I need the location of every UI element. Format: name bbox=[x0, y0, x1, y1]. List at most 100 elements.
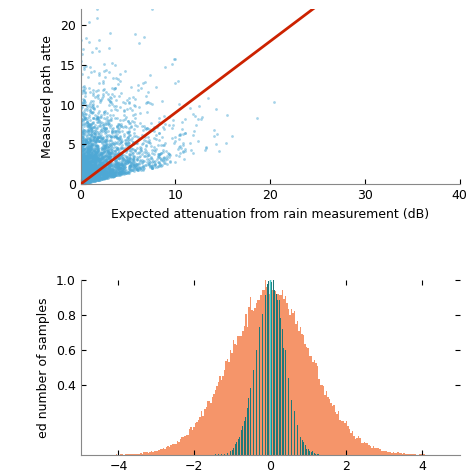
Bar bbox=[180, 439, 181, 455]
Point bbox=[87, 88, 94, 96]
Point bbox=[78, 170, 86, 177]
Point bbox=[126, 146, 134, 154]
Point bbox=[93, 175, 100, 183]
Point bbox=[83, 168, 91, 175]
Point bbox=[80, 166, 88, 174]
Point bbox=[86, 173, 94, 181]
Point bbox=[125, 100, 132, 107]
Point bbox=[80, 172, 88, 180]
Point bbox=[115, 128, 122, 135]
Point bbox=[116, 164, 123, 172]
Point bbox=[80, 112, 87, 119]
Point bbox=[93, 162, 100, 170]
Point bbox=[100, 165, 108, 173]
Point bbox=[86, 164, 94, 172]
Point bbox=[116, 164, 124, 172]
Point bbox=[82, 174, 90, 182]
Point bbox=[95, 160, 102, 167]
Point bbox=[96, 173, 104, 181]
Point bbox=[122, 148, 129, 155]
Point bbox=[106, 153, 114, 161]
Point bbox=[98, 159, 106, 166]
Point bbox=[84, 147, 91, 155]
Point bbox=[89, 176, 97, 184]
Point bbox=[91, 173, 99, 180]
Point bbox=[88, 151, 95, 159]
Point bbox=[88, 129, 96, 137]
Point bbox=[87, 142, 94, 150]
Point bbox=[89, 159, 96, 167]
Point bbox=[87, 174, 94, 182]
Point bbox=[92, 149, 100, 157]
Bar bbox=[269, 294, 271, 455]
Point bbox=[105, 166, 113, 173]
Point bbox=[78, 164, 86, 172]
Point bbox=[98, 168, 106, 176]
Point bbox=[80, 163, 88, 170]
Point bbox=[114, 165, 122, 173]
Point bbox=[116, 154, 123, 161]
Point bbox=[100, 115, 108, 122]
Point bbox=[100, 174, 108, 182]
Point bbox=[130, 157, 138, 164]
Point bbox=[130, 132, 137, 139]
Point bbox=[80, 140, 87, 147]
Bar bbox=[332, 406, 333, 455]
Point bbox=[145, 134, 152, 141]
Point bbox=[110, 85, 118, 92]
Point bbox=[88, 97, 95, 105]
Point bbox=[95, 166, 102, 173]
Point bbox=[121, 163, 129, 171]
Point bbox=[80, 165, 87, 173]
Point bbox=[176, 149, 183, 156]
Point bbox=[82, 176, 90, 183]
Point bbox=[81, 174, 89, 182]
Point bbox=[90, 177, 98, 185]
Point bbox=[100, 124, 108, 132]
Point bbox=[174, 145, 182, 152]
Point bbox=[120, 169, 128, 177]
Point bbox=[133, 155, 140, 163]
Point bbox=[112, 167, 119, 175]
Point bbox=[106, 160, 114, 168]
Point bbox=[78, 116, 86, 123]
Point bbox=[112, 149, 120, 156]
Point bbox=[87, 148, 95, 155]
Point bbox=[148, 164, 155, 171]
Point bbox=[77, 164, 84, 172]
Point bbox=[89, 164, 96, 172]
Point bbox=[97, 137, 104, 145]
Point bbox=[93, 124, 100, 132]
Point bbox=[109, 172, 116, 180]
Point bbox=[94, 91, 102, 99]
Point bbox=[95, 161, 103, 169]
Point bbox=[81, 148, 89, 155]
Point bbox=[137, 84, 145, 92]
Point bbox=[82, 101, 90, 109]
Point bbox=[83, 147, 91, 155]
Point bbox=[86, 143, 93, 150]
Point bbox=[78, 168, 85, 175]
Point bbox=[103, 171, 111, 178]
Point bbox=[82, 105, 89, 113]
Point bbox=[152, 136, 159, 143]
Point bbox=[191, 112, 199, 120]
Point bbox=[155, 158, 163, 166]
Point bbox=[84, 174, 91, 182]
Point bbox=[113, 115, 121, 122]
Point bbox=[84, 172, 91, 180]
Point bbox=[120, 155, 128, 163]
Point bbox=[85, 165, 92, 173]
Point bbox=[128, 166, 136, 174]
Point bbox=[87, 107, 94, 114]
Point bbox=[112, 160, 120, 168]
Point bbox=[105, 168, 112, 176]
Point bbox=[81, 159, 88, 166]
Point bbox=[77, 160, 85, 167]
Bar bbox=[368, 445, 370, 455]
Point bbox=[96, 157, 103, 165]
Point bbox=[130, 161, 137, 168]
Bar bbox=[239, 336, 240, 455]
Point bbox=[96, 162, 103, 169]
Point bbox=[95, 166, 102, 174]
